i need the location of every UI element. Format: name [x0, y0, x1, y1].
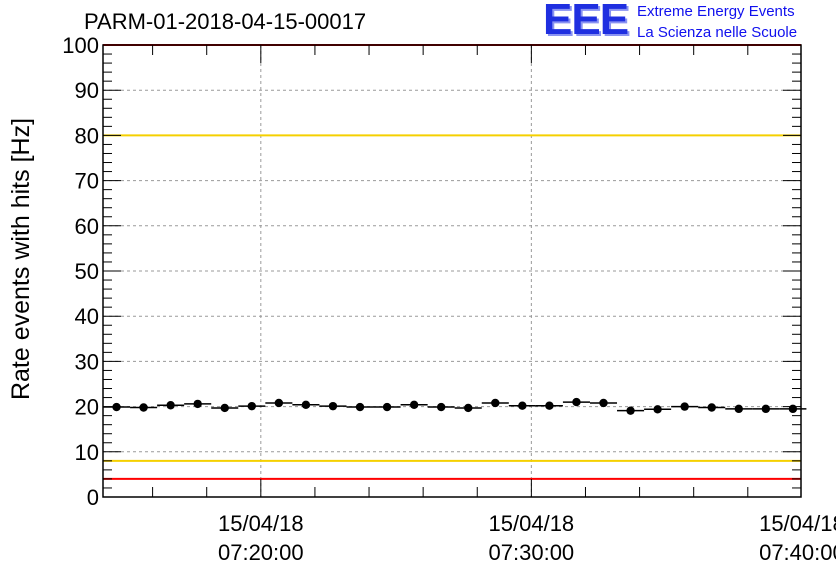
x-tick-label-date: 15/04/18 — [218, 511, 304, 536]
axes: 0 10 20 30 40 50 60 70 80 90 100 15/04/18 07:20:00 15… — [62, 33, 836, 565]
x-tick-label-time: 07:30:00 — [489, 540, 575, 565]
data-point — [166, 401, 175, 410]
data-point — [680, 402, 689, 411]
y-tick-label: 70 — [75, 169, 99, 194]
grid-layer — [103, 45, 801, 497]
data-point — [328, 401, 338, 411]
y-tick-label: 30 — [75, 349, 99, 374]
eee-logo-mark: EEE — [543, 0, 629, 44]
x-tick-label-time: 07:20:00 — [218, 540, 304, 565]
data-point — [599, 398, 608, 408]
data-point — [301, 400, 311, 409]
x-tick-label-date: 15/04/18 — [759, 511, 836, 536]
y-tick-label: 50 — [75, 259, 99, 284]
rate-series — [103, 397, 807, 415]
y-tick-label: 100 — [62, 33, 99, 58]
y-tick-label: 60 — [75, 214, 99, 239]
eee-logo-line2: La Scienza nelle Scuole — [637, 24, 798, 41]
data-point — [464, 403, 473, 413]
data-point — [382, 402, 392, 412]
eee-logo-line1: Extreme Energy Events — [637, 3, 795, 20]
y-axis-label: Rate events with hits [Hz] — [7, 118, 35, 400]
x-tick-label-date: 15/04/18 — [489, 511, 575, 536]
y-tick-label: 0 — [87, 485, 99, 510]
data-point — [707, 403, 716, 412]
data-point — [626, 406, 635, 415]
eee-logo: EEE Extreme Energy Events La Scienza nel… — [543, 0, 833, 44]
reference-lines — [103, 44, 801, 480]
data-point — [734, 404, 743, 414]
data-point — [491, 398, 500, 408]
data-point — [247, 401, 256, 411]
data-point — [139, 403, 148, 412]
data-point — [545, 401, 554, 410]
x-tick-label-time: 07:40:00 — [759, 540, 836, 565]
y-tick-label: 40 — [75, 304, 99, 329]
data-point — [274, 398, 284, 408]
data-point — [193, 399, 202, 409]
data-point — [355, 402, 365, 412]
data-point — [220, 403, 229, 413]
y-tick-label: 20 — [75, 395, 99, 420]
y-tick-label: 90 — [75, 78, 99, 103]
data-point — [572, 397, 581, 407]
data-point — [436, 402, 446, 412]
data-point — [518, 401, 527, 410]
y-tick-label: 80 — [75, 123, 99, 148]
data-point — [761, 404, 771, 414]
plot-title: PARM-01-2018-04-15-00017 — [84, 9, 367, 34]
data-point — [788, 404, 798, 414]
data-point — [653, 405, 662, 414]
data-point — [409, 400, 419, 409]
y-tick-label: 10 — [75, 440, 99, 465]
